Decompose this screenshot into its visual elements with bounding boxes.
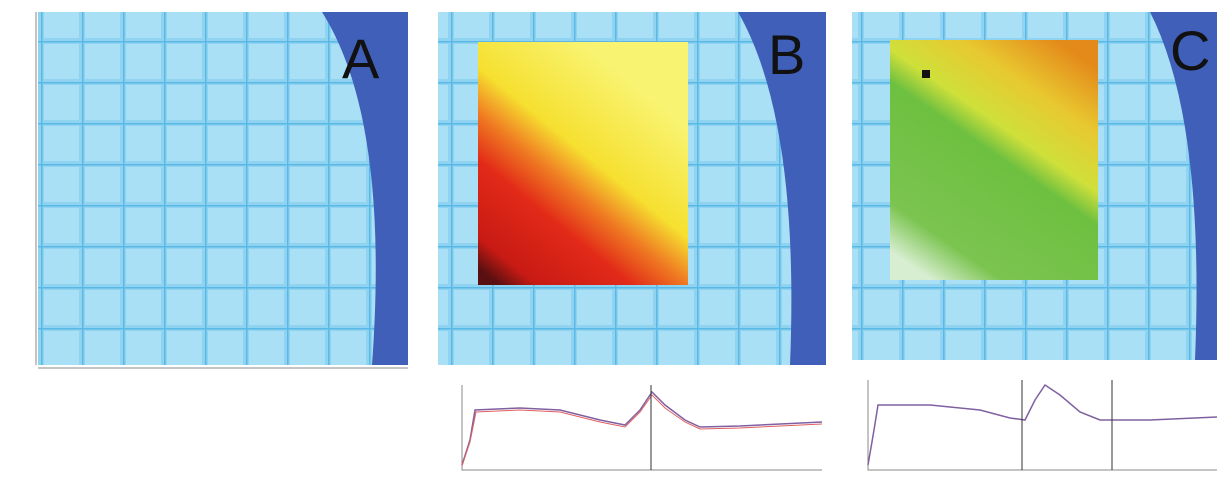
wafer-edge (322, 12, 408, 365)
heatmap (890, 40, 1098, 280)
panel-label: B (768, 23, 805, 86)
marker (922, 70, 930, 78)
wafer-edge (738, 12, 826, 365)
axes (35, 12, 408, 369)
panel-c: C (852, 12, 1217, 471)
spectrum (867, 380, 1217, 471)
panel-label: A (342, 27, 380, 90)
spectrum (461, 385, 823, 471)
micrograph (38, 12, 408, 365)
panel-a: A (35, 12, 408, 369)
wafer-edge (1150, 12, 1217, 360)
panel-label: C (1170, 19, 1210, 82)
heatmap (478, 42, 688, 285)
panel-b: B (438, 12, 826, 471)
